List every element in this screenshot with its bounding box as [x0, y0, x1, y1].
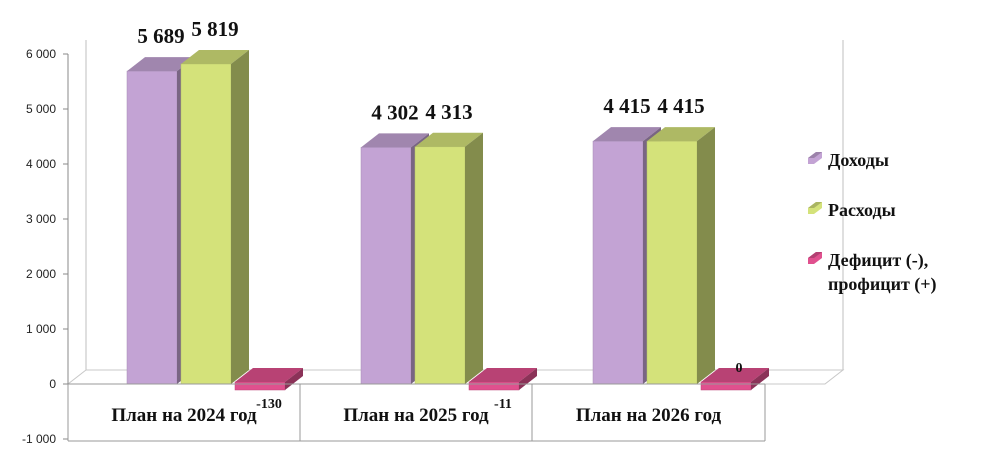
category-label: План на 2025 год — [343, 405, 489, 426]
data-label: 4 302 — [371, 100, 418, 124]
legend-label: Дефицит (-), — [828, 250, 928, 271]
legend-item-2: Расходы — [808, 200, 896, 220]
bar-top — [415, 132, 483, 147]
legend-swatch — [808, 202, 822, 214]
bar-front — [646, 140, 698, 385]
data-label: -130 — [256, 397, 282, 412]
bar-top — [235, 368, 303, 382]
bar-2-2 — [414, 132, 483, 385]
legend-swatch-top — [808, 252, 822, 258]
category-label: План на 2026 год — [576, 405, 722, 426]
y-tick-label: -1 000 — [22, 432, 56, 446]
legend: Доходы Расходы Дефицит (-), профицит (+) — [808, 150, 937, 295]
legend-item-3: Дефицит (-), профицит (+) — [808, 250, 937, 295]
bar-top — [127, 57, 195, 72]
bar-top — [469, 368, 537, 382]
data-label: 0 — [736, 361, 743, 376]
data-label: 5 689 — [137, 24, 184, 48]
bar-front — [468, 381, 520, 391]
y-tick-label: 2 000 — [26, 267, 56, 281]
bar-top — [593, 127, 661, 142]
category-label: План на 2024 год — [111, 405, 257, 426]
y-tick-label: 6 000 — [26, 47, 56, 61]
legend-swatch — [808, 152, 822, 164]
bar-side — [231, 49, 249, 384]
bar-front — [592, 140, 644, 385]
bar-front — [126, 70, 178, 385]
legend-label: Расходы — [828, 200, 896, 220]
y-tick-label: 5 000 — [26, 102, 56, 116]
legend-swatch-top — [808, 152, 822, 158]
data-labels-group: 5 689 5 819 -130 4 302 4 313 -11 4 415 4 415 0 — [137, 17, 742, 412]
bar-top — [361, 133, 429, 148]
y-axis: -1 000 0 1 000 2 000 3 000 4 000 5 000 6 000 — [22, 47, 69, 446]
legend-label: профицит (+) — [828, 274, 937, 295]
y-tick-label: 4 000 — [26, 157, 56, 171]
bar-front — [360, 147, 412, 385]
category-axis: План на 2024 год План на 2025 год План на … — [67, 383, 766, 442]
bar-side — [465, 132, 483, 384]
bar-2-1 — [180, 49, 249, 385]
legend-swatch — [808, 252, 822, 264]
legend-item-1: Доходы — [808, 150, 889, 170]
y-tick-label: 1 000 — [26, 322, 56, 336]
legend-swatch-top — [808, 202, 822, 208]
bar-front — [234, 381, 286, 391]
y-tick-label: 0 — [49, 377, 56, 391]
bar-2-3 — [646, 127, 715, 385]
bar-side — [697, 127, 715, 385]
bar-front — [700, 381, 752, 391]
bar-top — [181, 49, 249, 64]
bar-front — [180, 63, 232, 385]
data-label: 4 415 — [603, 94, 650, 118]
bars-group — [126, 49, 769, 391]
data-label: 4 415 — [657, 94, 704, 118]
legend-label: Доходы — [828, 150, 889, 170]
bar-top — [647, 127, 715, 142]
data-label: -11 — [494, 397, 512, 412]
y-tick-label: 3 000 — [26, 212, 56, 226]
bar-top — [701, 368, 769, 382]
bar-front — [414, 146, 466, 385]
data-label: 5 819 — [191, 17, 238, 41]
data-label: 4 313 — [425, 100, 472, 124]
